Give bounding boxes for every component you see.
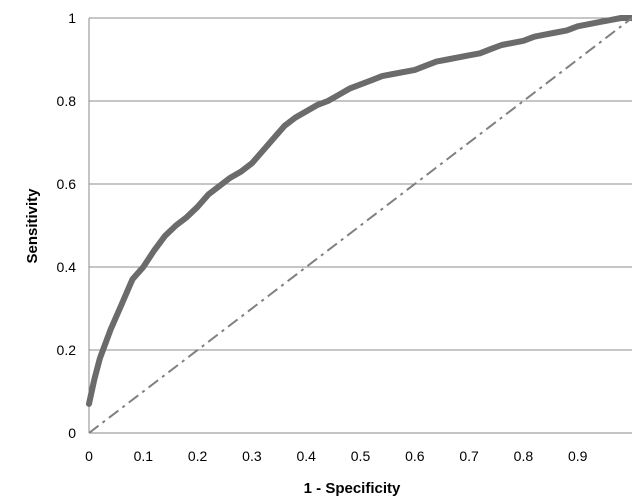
- y-tick-label: 0.2: [57, 342, 77, 358]
- x-tick-label: 0.6: [405, 448, 425, 464]
- x-tick-label: 0.1: [134, 448, 154, 464]
- x-tick-label: 0.4: [296, 448, 316, 464]
- axes: [88, 18, 632, 434]
- gridlines: [89, 17, 632, 351]
- y-tick-label: 0.6: [57, 176, 77, 192]
- y-axis-title: Sensitivity: [24, 188, 41, 264]
- x-tick-label: 0.9: [568, 448, 588, 464]
- y-tick-labels: 0 0.2 0.4 0.6 0.8 1: [57, 10, 77, 441]
- y-tick-label: 0.8: [57, 93, 77, 109]
- x-tick-label: 0.3: [242, 448, 262, 464]
- x-tick-labels: 0 0.1 0.2 0.3 0.4 0.5 0.6 0.7 0.8 0.9: [85, 448, 588, 464]
- y-tick-label: 0: [68, 425, 76, 441]
- y-tick-label: 1: [68, 10, 76, 26]
- x-tick-label: 0.8: [514, 448, 534, 464]
- x-tick-label: 0.5: [351, 448, 371, 464]
- x-tick-label: 0.7: [459, 448, 479, 464]
- reference-line: [88, 17, 632, 434]
- x-axis-title: 1 - Specificity: [304, 480, 401, 497]
- x-tick-label: 0: [85, 448, 93, 464]
- x-tick-label: 0.2: [188, 448, 208, 464]
- series: [86, 15, 632, 434]
- y-tick-label: 0.4: [57, 259, 77, 275]
- roc-curve-line: [86, 15, 632, 407]
